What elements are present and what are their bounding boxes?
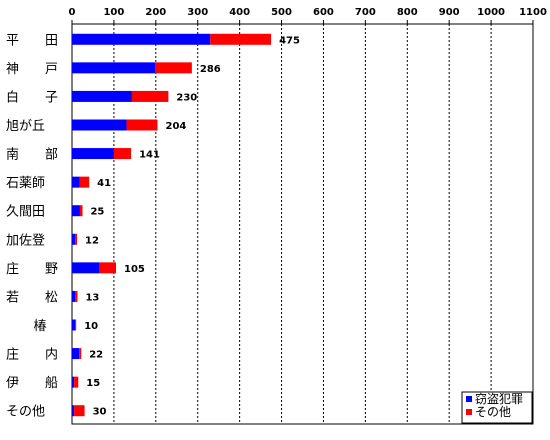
value-label: 286 [200,64,221,75]
legend-label: その他 [475,405,511,419]
category-label: 石薬師 [6,176,45,191]
tick-label: 600 [313,7,334,18]
value-label: 30 [93,407,107,418]
value-label: 13 [85,292,99,303]
bar-theft [72,62,155,74]
legend-swatch [466,396,472,402]
category-label: 伊 船 [6,376,58,391]
value-label: 475 [279,35,300,46]
tick-label: 700 [355,7,376,18]
bar-other [79,205,83,217]
bar-theft [72,376,75,388]
bar-other [75,290,78,302]
legend-swatch [466,409,472,415]
category-label: 南 部 [6,147,58,163]
bar-other [79,348,82,360]
bar-other [99,262,117,274]
legend-label: 窃盗犯罪 [475,391,523,406]
value-label: 230 [176,92,197,103]
bar-other [75,233,78,245]
bar-theft [72,148,114,160]
bar-theft [72,119,127,131]
bar-other [154,62,192,74]
value-label: 204 [165,121,186,132]
plot-frame [71,23,534,425]
value-labels: 475 286 230 204 141 41 25 12 105 13 10 22 15 30 [84,35,300,417]
category-label: 椿 [33,319,46,334]
tick-label: 1100 [519,7,547,18]
tick-label: 400 [229,7,250,18]
tick-label: 300 [187,7,208,18]
bar-theft [72,233,76,245]
tick-label: 1000 [477,7,505,18]
bar-other [74,405,85,417]
plot-area [71,23,534,425]
bar-other [79,176,90,188]
bar-theft [72,319,76,331]
value-label: 22 [89,350,103,361]
bar-other [113,148,132,160]
bar-theft [72,90,132,102]
category-label: 加佐登 [6,233,45,248]
value-label: 105 [124,264,145,275]
value-label: 41 [97,178,111,189]
bar-other [131,90,169,102]
category-label: 旭が丘 [6,119,45,134]
category-label: 若 松 [6,289,58,305]
bar-other [210,33,272,45]
value-label: 25 [90,207,104,218]
category-label: 庄 野 [6,261,58,277]
bar-theft [72,33,211,45]
bar-theft [72,176,80,188]
value-label: 15 [86,378,100,389]
bar-other [126,119,158,131]
category-label: 白 子 [6,89,58,105]
tick-label: 800 [397,7,418,18]
legend-box [461,391,533,424]
bar-theft [72,262,100,274]
category-label: 平 田 [6,33,58,48]
category-label: 久間田 [6,205,45,220]
category-label: その他 [6,405,45,420]
category-label: 神 戸 [6,62,58,77]
tick-label: 500 [271,7,292,18]
bar-theft [72,290,76,302]
bar-theft [72,405,75,417]
value-label: 10 [84,321,98,332]
tick-label: 0 [69,7,76,18]
category-label: 庄 内 [6,347,58,363]
bar-other [74,376,79,388]
bar-theft [72,205,80,217]
bars [72,33,272,417]
value-label: 141 [139,150,160,161]
value-label: 12 [85,235,99,246]
x-axis-ticks: 0 100 200 300 400 500 600 700 800 900 1000 1100 [69,7,547,24]
tick-label: 100 [103,7,124,18]
bar-other [75,319,77,331]
tick-label: 900 [439,7,460,18]
tick-label: 200 [145,7,166,18]
bar-theft [72,348,80,360]
